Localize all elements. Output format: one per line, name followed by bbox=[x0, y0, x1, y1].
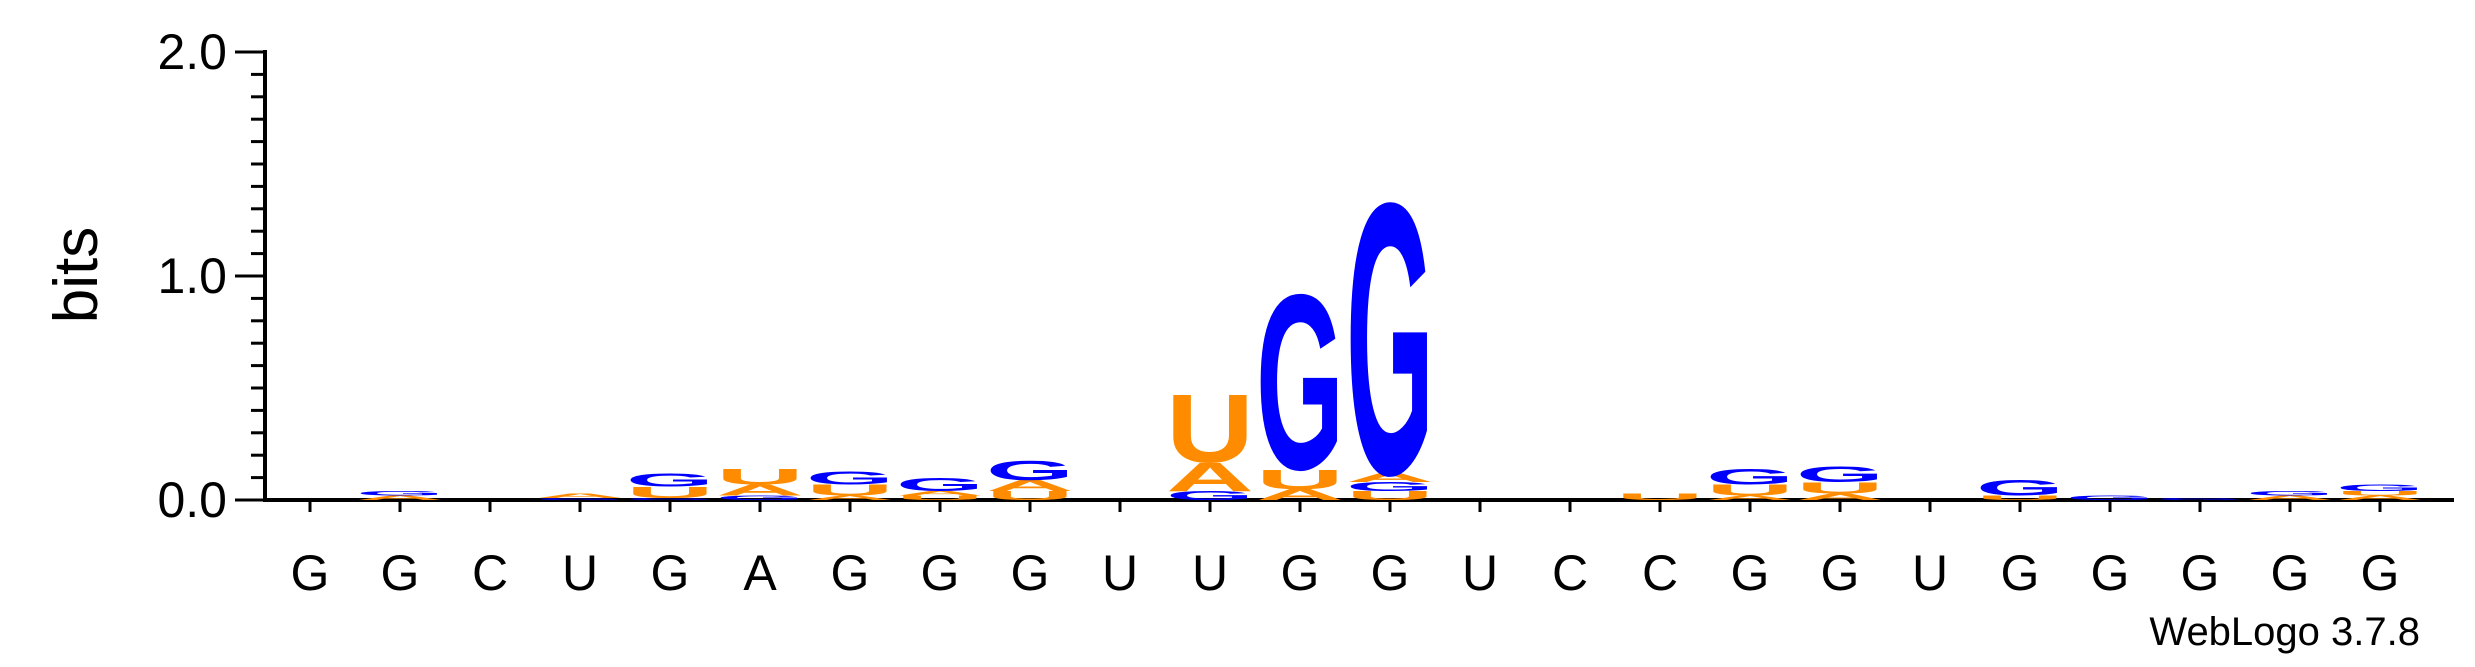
x-tick-label: G bbox=[1731, 545, 1770, 601]
logo-stack: AUG bbox=[2336, 483, 2424, 502]
logo-stack: UAG bbox=[896, 474, 984, 501]
logo-letter-g: G bbox=[536, 497, 624, 500]
x-tick-label: G bbox=[2091, 545, 2130, 601]
x-tick-label: U bbox=[1462, 545, 1498, 601]
logo-letter-g: G bbox=[2336, 483, 2424, 494]
logo-letter-g: G bbox=[1346, 121, 1434, 555]
logo-letter-u: U bbox=[1976, 494, 2064, 501]
logo-letter-a: A bbox=[2246, 494, 2334, 501]
x-tick-label: C bbox=[1642, 545, 1678, 601]
logo-stack: AG bbox=[2246, 490, 2334, 502]
x-tick-label: G bbox=[291, 545, 330, 601]
logo-stack: UG bbox=[1976, 476, 2064, 501]
logo-letter-g: G bbox=[1706, 465, 1794, 489]
x-tick-label: U bbox=[1102, 545, 1138, 601]
logo-letter-a: A bbox=[1346, 471, 1434, 485]
logo-letter-g: G bbox=[2066, 494, 2154, 501]
logo-letter-u: U bbox=[986, 489, 1074, 503]
y-tick-label: 2.0 bbox=[157, 24, 227, 80]
logo-letter-u: U bbox=[1256, 463, 1344, 495]
logo-letter-u: U bbox=[1706, 481, 1794, 498]
logo-stack: G bbox=[2156, 497, 2244, 500]
logo-letter-a: A bbox=[986, 477, 1074, 494]
logo-stack: G bbox=[2066, 494, 2154, 501]
logo-letter-g: G bbox=[626, 470, 714, 491]
logo-letter-a: A bbox=[1706, 494, 1794, 501]
logo-letter-u: U bbox=[1616, 492, 1704, 502]
y-tick-label: 1.0 bbox=[157, 248, 227, 304]
x-tick-label: G bbox=[651, 545, 690, 601]
x-tick-label: G bbox=[2271, 545, 2310, 601]
logo-letter-a: A bbox=[1256, 486, 1344, 503]
logo-letter-a: A bbox=[896, 490, 984, 497]
x-tick-label: G bbox=[1371, 545, 1410, 601]
logo-letter-u: U bbox=[716, 465, 804, 490]
y-tick-label: 0.0 bbox=[157, 472, 227, 528]
y-axis-title: bits bbox=[42, 227, 111, 323]
logo-letter-u: U bbox=[896, 494, 984, 501]
logo-letter-u: U bbox=[2336, 490, 2424, 497]
x-tick-label: G bbox=[2001, 545, 2040, 601]
logo-stack: UAG bbox=[986, 455, 1074, 503]
x-tick-label: C bbox=[472, 545, 508, 601]
logo-letter-g: G bbox=[986, 455, 1074, 486]
x-tick-label: G bbox=[831, 545, 870, 601]
logo-letter-u: U bbox=[1346, 489, 1434, 503]
logo-letter-g: G bbox=[626, 497, 714, 500]
y-axis: 0.0 1.0 2.0 bbox=[157, 24, 2454, 528]
x-tick-label: C bbox=[1552, 545, 1588, 601]
x-tick-label: G bbox=[381, 545, 420, 601]
logo-letter-g: G bbox=[356, 490, 444, 497]
logo-letter-a: A bbox=[1166, 455, 1254, 500]
logo-letter-g: G bbox=[1166, 489, 1254, 503]
logo-letter-g: G bbox=[896, 474, 984, 495]
x-tick-label: G bbox=[1821, 545, 1860, 601]
logo-letter-g: G bbox=[716, 494, 804, 501]
logo-letter-g: G bbox=[1346, 480, 1434, 494]
logo-stack: GUG bbox=[626, 470, 714, 501]
logo-stack: AUG bbox=[806, 468, 894, 502]
logo-stack: AUG bbox=[1706, 465, 1794, 502]
x-tick-label: U bbox=[1912, 545, 1948, 601]
x-tick-label: G bbox=[1281, 545, 1320, 601]
x-tick-label: G bbox=[921, 545, 960, 601]
logo-stack: GA bbox=[536, 492, 624, 500]
logo-letter-g: G bbox=[806, 468, 894, 489]
logo-letter-a: A bbox=[806, 494, 894, 501]
logo-letter-g: G bbox=[1976, 476, 2064, 500]
x-tick-label: U bbox=[562, 545, 598, 601]
logo-letter-a: A bbox=[356, 494, 444, 501]
x-tick-label: G bbox=[1011, 545, 1050, 601]
logo-stack: GAU bbox=[1166, 375, 1254, 503]
logo-letter-u: U bbox=[1796, 479, 1884, 496]
logo-stack: U bbox=[1616, 492, 1704, 502]
logo-letter-a: A bbox=[536, 492, 624, 499]
logo-letter-a: A bbox=[1796, 492, 1884, 502]
logo-letter-u: U bbox=[626, 484, 714, 501]
x-tick-label: A bbox=[743, 545, 777, 601]
weblogo-credit: WebLogo 3.7.8 bbox=[2149, 610, 2420, 654]
x-tick-label: G bbox=[2181, 545, 2220, 601]
logo-stack: AUG bbox=[1796, 462, 1884, 502]
logo-stack: AG bbox=[356, 490, 444, 502]
logo-letter-g: G bbox=[1796, 462, 1884, 486]
logo-letter-u: U bbox=[806, 481, 894, 498]
logo-letter-a: A bbox=[716, 481, 804, 498]
logo-stack: GAU bbox=[716, 465, 804, 502]
logo-letter-g: G bbox=[2246, 490, 2334, 497]
logo-stack: AUG bbox=[1256, 243, 1344, 523]
logo-letter-g: G bbox=[1256, 243, 1344, 523]
logo-letter-g: G bbox=[2156, 497, 2244, 500]
logo-letter-u: U bbox=[1166, 375, 1254, 483]
x-tick-label: U bbox=[1192, 545, 1228, 601]
logo-letter-a: A bbox=[2336, 494, 2424, 501]
x-tick-label: G bbox=[2361, 545, 2400, 601]
